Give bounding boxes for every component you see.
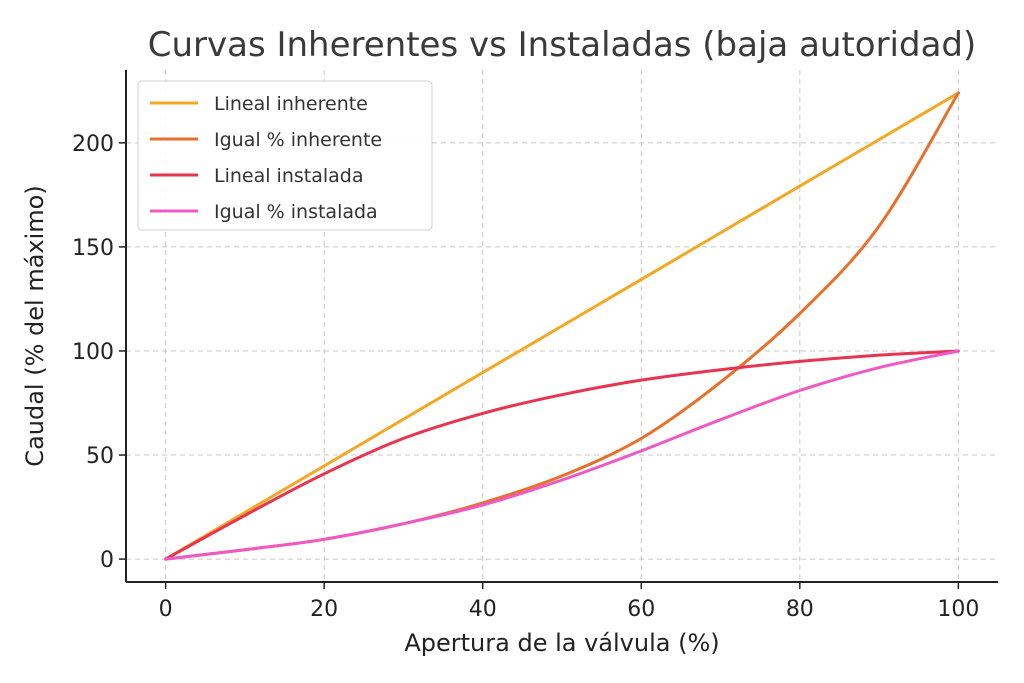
legend-label: Lineal instalada bbox=[214, 165, 364, 187]
x-axis-label: Apertura de la válvula (%) bbox=[404, 629, 719, 657]
y-tick-label: 200 bbox=[72, 132, 114, 157]
y-axis-label: Caudal (% del máximo) bbox=[21, 185, 49, 466]
legend-label: Lineal inherente bbox=[214, 93, 368, 115]
x-tick-label: 80 bbox=[786, 597, 814, 622]
legend-box bbox=[137, 80, 433, 231]
legend-label: Igual % inherente bbox=[214, 129, 382, 151]
series-line-3 bbox=[164, 349, 960, 561]
series-line-4 bbox=[164, 349, 960, 561]
x-tick-label: 60 bbox=[627, 597, 655, 622]
chart-title: Curvas Inherentes vs Instaladas (baja au… bbox=[148, 25, 977, 65]
axes-frame bbox=[125, 70, 998, 583]
series-line-1 bbox=[164, 91, 960, 561]
legend-label: Igual % instalada bbox=[214, 201, 378, 223]
y-tick-label: 100 bbox=[72, 340, 114, 365]
series-lines bbox=[164, 91, 960, 561]
x-tick-label: 0 bbox=[159, 597, 173, 622]
x-tick-label: 20 bbox=[310, 597, 338, 622]
legend: Lineal inherente Igual % inherente Lineal … bbox=[137, 80, 433, 231]
y-tick-label: 150 bbox=[72, 236, 114, 261]
y-tick-label: 0 bbox=[100, 548, 114, 573]
x-tick-label: 100 bbox=[937, 597, 979, 622]
axis-ticks: 0 20 40 60 80 100 0 50 100 150 200 bbox=[72, 132, 979, 622]
x-tick-label: 40 bbox=[469, 597, 497, 622]
y-tick-label: 50 bbox=[86, 444, 114, 469]
